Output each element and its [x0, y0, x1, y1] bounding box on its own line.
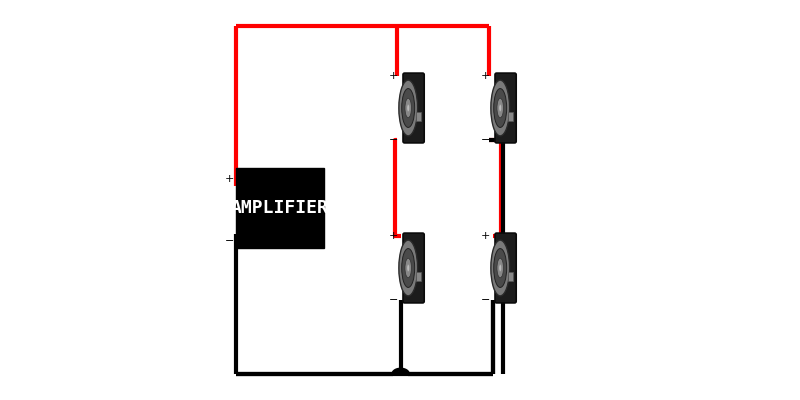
Text: +: + [390, 70, 398, 81]
Text: +: + [225, 174, 234, 184]
Text: −: − [390, 295, 398, 306]
Ellipse shape [494, 88, 506, 128]
Ellipse shape [491, 80, 510, 136]
Ellipse shape [402, 88, 414, 128]
Bar [508, 112, 514, 121]
FancyBboxPatch shape [403, 233, 424, 303]
FancyBboxPatch shape [403, 73, 424, 143]
Ellipse shape [491, 240, 510, 296]
FancyBboxPatch shape [495, 233, 516, 303]
Text: +: + [482, 70, 490, 81]
Ellipse shape [499, 264, 502, 272]
Ellipse shape [407, 264, 410, 272]
Text: −: − [482, 135, 490, 145]
Ellipse shape [407, 104, 410, 112]
FancyBboxPatch shape [495, 73, 516, 143]
Ellipse shape [497, 98, 503, 118]
Text: +: + [482, 230, 490, 240]
Bar [236, 168, 324, 248]
Text: −: − [390, 135, 398, 145]
Ellipse shape [399, 80, 418, 136]
Ellipse shape [499, 104, 502, 112]
Ellipse shape [497, 258, 503, 278]
Ellipse shape [402, 248, 414, 288]
Bar [416, 112, 422, 121]
Bar [508, 272, 514, 281]
Ellipse shape [494, 248, 506, 288]
Bar [416, 272, 422, 281]
Text: −: − [482, 295, 490, 306]
Ellipse shape [405, 98, 411, 118]
Text: AMPLIFIER: AMPLIFIER [231, 199, 329, 217]
Text: +: + [390, 230, 398, 240]
Text: −: − [225, 236, 234, 246]
Ellipse shape [399, 240, 418, 296]
Ellipse shape [405, 258, 411, 278]
